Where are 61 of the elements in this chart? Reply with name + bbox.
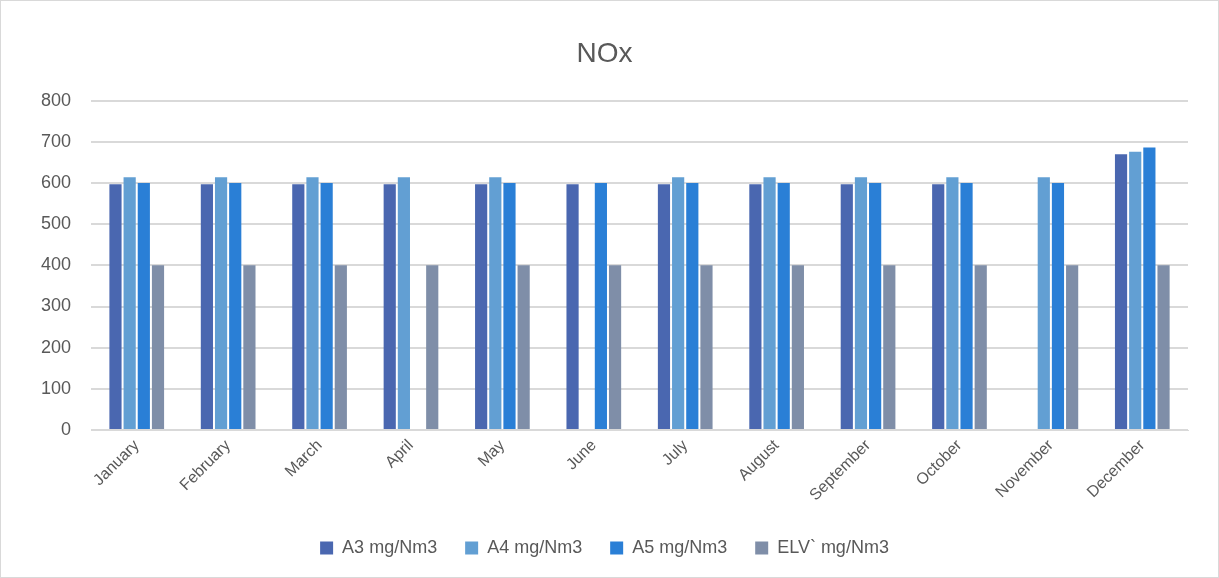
bar	[306, 177, 319, 430]
bar	[489, 177, 502, 430]
legend-label: ELV` mg/Nm3	[777, 536, 889, 557]
bar	[763, 177, 776, 430]
legend-label: A5 mg/Nm3	[632, 536, 728, 557]
y-tick-label: 800	[40, 89, 72, 110]
bar	[1129, 151, 1142, 430]
bar	[974, 265, 987, 430]
bar	[397, 177, 410, 430]
bar	[243, 265, 256, 430]
bar	[672, 177, 685, 430]
bar	[932, 184, 945, 430]
y-tick-label: 300	[40, 295, 72, 316]
y-tick-label: 400	[40, 254, 72, 275]
bar	[883, 265, 896, 430]
chart-title: NOx	[576, 36, 633, 68]
y-tick-label: 700	[40, 130, 72, 151]
y-tick-label: 500	[40, 213, 72, 234]
bar	[608, 265, 622, 430]
bar	[214, 177, 228, 430]
bar	[1143, 147, 1156, 430]
x-tick-label: July	[658, 436, 691, 469]
bar	[383, 184, 396, 430]
bar	[686, 182, 699, 430]
bar	[475, 184, 488, 430]
bar	[334, 265, 347, 430]
bar	[1037, 177, 1050, 430]
bar	[292, 184, 305, 430]
bar	[320, 182, 333, 430]
bar	[700, 265, 713, 430]
bar	[1066, 265, 1079, 430]
y-tick-label: 200	[40, 336, 72, 357]
bar	[840, 184, 853, 430]
bar	[854, 177, 868, 430]
bar	[1114, 154, 1128, 430]
legend-label: A4 mg/Nm3	[487, 536, 583, 557]
bar	[151, 265, 165, 430]
bar	[503, 182, 516, 430]
bar	[869, 182, 882, 430]
bar	[777, 182, 790, 430]
legend-label: A3 mg/Nm3	[342, 536, 438, 557]
bar	[517, 265, 530, 430]
bar	[426, 265, 439, 430]
bar	[594, 182, 607, 430]
bar	[946, 177, 959, 430]
bar	[566, 184, 579, 430]
bar	[1157, 265, 1170, 430]
bar	[1051, 182, 1065, 430]
bar	[109, 184, 122, 430]
bar	[749, 184, 762, 430]
x-tick-label: May	[474, 436, 508, 470]
y-tick-label: 100	[40, 377, 72, 398]
bar	[960, 182, 973, 430]
bar	[123, 177, 136, 430]
bar	[657, 184, 671, 430]
bar	[791, 265, 804, 430]
y-tick-label: 0	[61, 419, 72, 440]
bar	[137, 182, 150, 430]
bar	[200, 184, 213, 430]
y-tick-label: 600	[40, 171, 72, 192]
bar	[229, 182, 242, 430]
